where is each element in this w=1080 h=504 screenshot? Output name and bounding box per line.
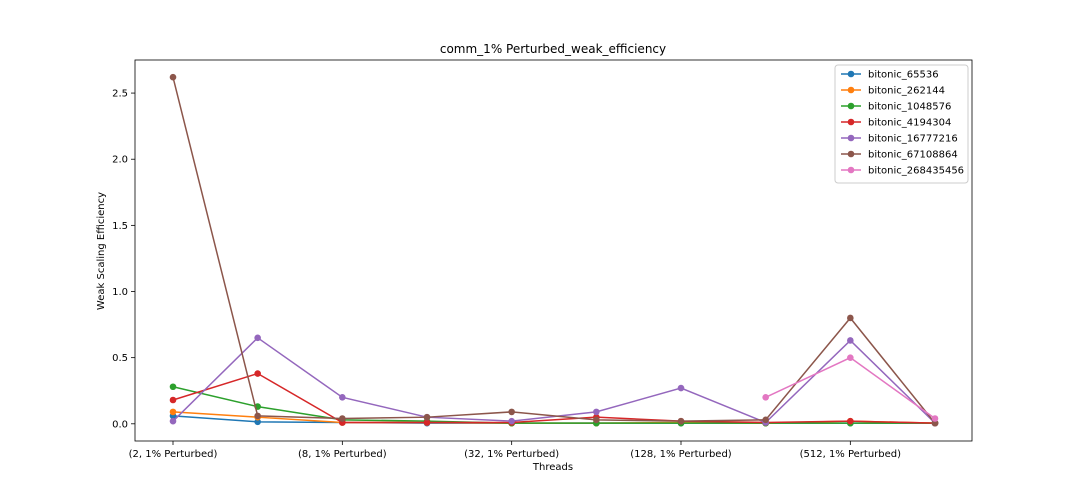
legend-label: bitonic_67108864 (868, 150, 958, 161)
data-point (677, 384, 685, 392)
data-point (677, 417, 685, 425)
series-layer (169, 73, 939, 427)
data-point (931, 419, 939, 427)
legend-item: bitonic_1048576 (841, 102, 951, 113)
y-tick-label: 2.0 (112, 155, 128, 166)
y-axis-label: Weak Scaling Efficiency (96, 192, 107, 310)
x-tick-label: (128, 1% Perturbed) (630, 449, 732, 460)
data-point (931, 415, 939, 422)
legend-marker (847, 150, 855, 158)
data-point (508, 408, 515, 416)
legend-item: bitonic_268435456 (841, 166, 964, 177)
x-axis-label: Threads (532, 462, 573, 473)
legend-item: bitonic_16777216 (841, 134, 958, 145)
legend-marker (847, 118, 855, 126)
y-axis-ticks: 0.0 0.5 1.0 1.5 2.0 2.5 (112, 89, 135, 430)
x-tick-label: (8, 1% Perturbed) (298, 449, 387, 460)
x-tick-label: (512, 1% Perturbed) (800, 449, 902, 460)
legend-marker (847, 134, 855, 142)
legend-label: bitonic_1048576 (868, 102, 951, 113)
y-tick-label: 1.0 (112, 287, 128, 298)
legend-item: bitonic_67108864 (841, 150, 958, 161)
data-point (169, 396, 177, 404)
data-point (847, 314, 854, 322)
legend-item: bitonic_65536 (841, 70, 939, 81)
series-line (172, 386, 935, 424)
legend-box (834, 64, 969, 184)
x-tick-label: (32, 1% Perturbed) (464, 449, 559, 460)
y-tick-label: 1.5 (112, 221, 128, 232)
data-point (762, 416, 769, 424)
data-point (339, 415, 346, 422)
legend-item: bitonic_262144 (841, 86, 945, 97)
data-point (254, 370, 261, 377)
y-tick-label: 0.5 (112, 353, 128, 364)
data-point (169, 417, 177, 425)
series-bitonic_268435456 (762, 354, 939, 422)
legend: bitonic_65536 bitonic_262144 bitonic_10485… (834, 64, 969, 184)
legend-item: bitonic_4194304 (841, 118, 951, 129)
data-point (847, 354, 854, 361)
data-point (423, 413, 431, 421)
data-point (339, 394, 346, 401)
legend-marker (847, 70, 855, 78)
chart-title: comm_1% Perturbed_weak_efficiency (440, 42, 666, 56)
y-tick-label: 0.0 (112, 419, 128, 430)
legend-label: bitonic_65536 (868, 70, 939, 81)
legend-label: bitonic_268435456 (868, 166, 964, 177)
plot-area-frame (134, 59, 973, 442)
data-point (508, 417, 515, 425)
data-point (254, 334, 261, 342)
legend-label: bitonic_4194304 (868, 118, 951, 129)
legend-marker (847, 102, 855, 110)
legend-marker (847, 86, 855, 94)
data-point (593, 416, 600, 424)
x-tick-label: (2, 1% Perturbed) (129, 449, 218, 460)
legend-label: bitonic_16777216 (868, 134, 958, 145)
data-point (254, 418, 261, 426)
legend-marker (847, 166, 855, 174)
data-point (847, 417, 854, 425)
x-axis-ticks: (2, 1% Perturbed) (8, 1% Perturbed) (32, 1… (129, 441, 902, 460)
legend-label: bitonic_262144 (868, 86, 945, 97)
y-tick-label: 2.5 (112, 89, 128, 100)
data-point (593, 408, 600, 416)
data-point (254, 412, 261, 420)
data-point (762, 394, 769, 401)
series-bitonic_67108864 (169, 73, 939, 427)
data-point (423, 419, 431, 426)
data-point (169, 383, 177, 391)
series-line (172, 77, 936, 424)
data-point (169, 408, 177, 416)
data-point (169, 73, 177, 81)
data-point (847, 337, 854, 344)
series-line (172, 372, 936, 424)
